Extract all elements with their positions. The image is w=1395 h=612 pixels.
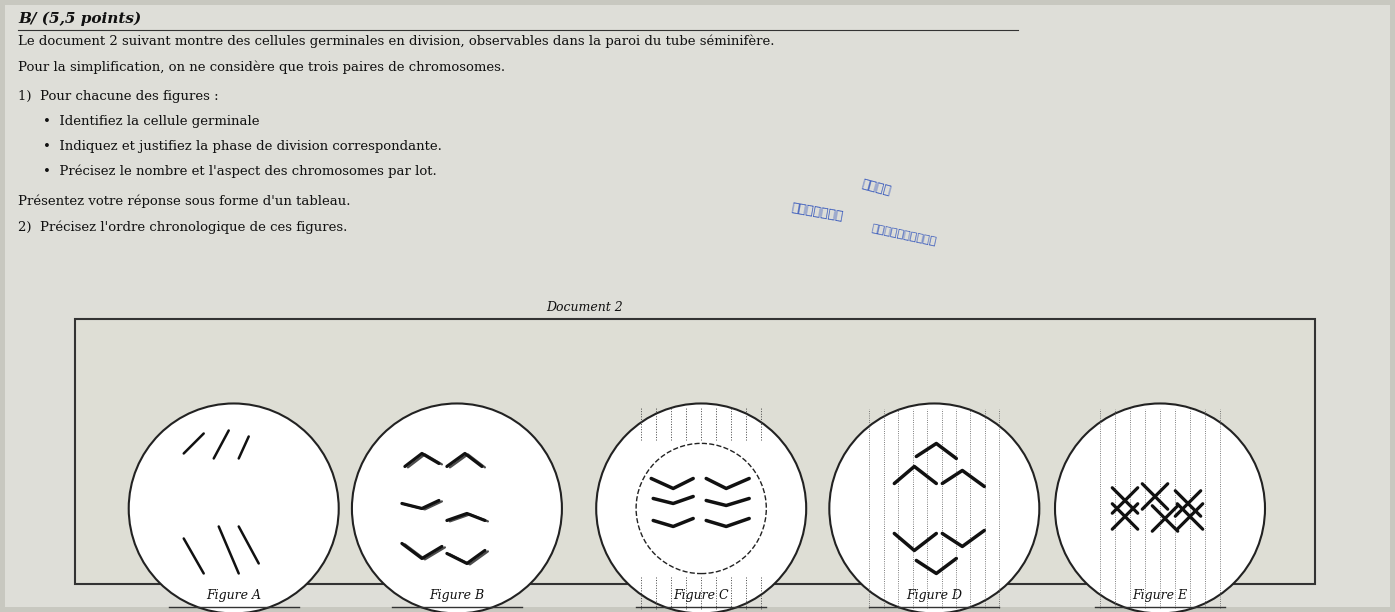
Circle shape	[596, 403, 806, 612]
Circle shape	[1055, 403, 1265, 612]
Text: Document 2: Document 2	[547, 301, 624, 314]
Text: الكروموسوم: الكروموسوم	[870, 223, 937, 247]
Text: الخلايا: الخلايا	[790, 201, 844, 223]
Text: 1)  Pour chacune des figures :: 1) Pour chacune des figures :	[18, 90, 219, 103]
FancyBboxPatch shape	[75, 319, 1315, 584]
Text: Figure D: Figure D	[907, 589, 963, 602]
Text: •  Indiquez et justifiez la phase de division correspondante.: • Indiquez et justifiez la phase de divi…	[43, 140, 442, 153]
Text: •  Précisez le nombre et l'aspect des chromosomes par lot.: • Précisez le nombre et l'aspect des chr…	[43, 165, 437, 179]
Text: محور: محور	[859, 177, 893, 198]
Text: Figure C: Figure C	[674, 589, 730, 602]
Text: 2)  Précisez l'ordre chronologique de ces figures.: 2) Précisez l'ordre chronologique de ces…	[18, 220, 347, 234]
Text: Le document 2 suivant montre des cellules germinales en division, observables da: Le document 2 suivant montre des cellule…	[18, 35, 774, 48]
Text: Pour la simplification, on ne considère que trois paires de chromosomes.: Pour la simplification, on ne considère …	[18, 60, 505, 73]
Text: Figure A: Figure A	[206, 589, 261, 602]
Text: •  Identifiez la cellule germinale: • Identifiez la cellule germinale	[43, 115, 259, 128]
Circle shape	[128, 403, 339, 612]
FancyBboxPatch shape	[6, 5, 1389, 607]
Circle shape	[352, 403, 562, 612]
Text: Figure E: Figure E	[1133, 589, 1187, 602]
Text: Figure B: Figure B	[430, 589, 484, 602]
Circle shape	[829, 403, 1039, 612]
Text: B/ (5,5 points): B/ (5,5 points)	[18, 12, 141, 26]
Text: Présentez votre réponse sous forme d'un tableau.: Présentez votre réponse sous forme d'un …	[18, 195, 350, 209]
